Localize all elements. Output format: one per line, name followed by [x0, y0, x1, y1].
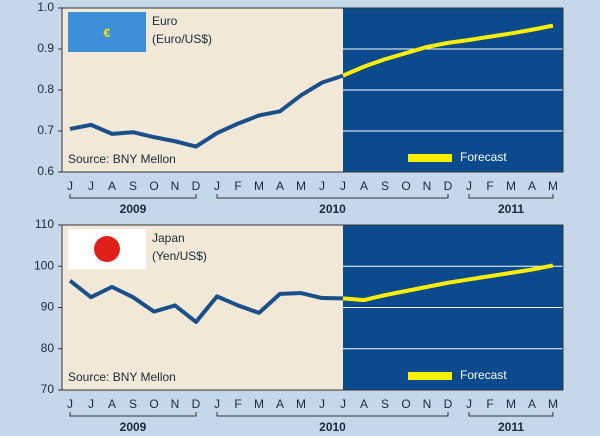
x-tick-label: J — [319, 397, 325, 411]
y-tick-label: 110 — [35, 217, 54, 231]
x-tick-label: J — [466, 179, 472, 193]
y-tick-label: 0.9 — [37, 41, 54, 55]
x-tick-label: N — [423, 179, 432, 193]
icon-box — [68, 12, 146, 52]
x-tick-label: A — [528, 397, 536, 411]
x-tick-label: O — [401, 397, 410, 411]
x-tick-label: J — [67, 179, 73, 193]
x-tick-label: S — [381, 179, 389, 193]
x-tick-label: F — [234, 397, 241, 411]
x-tick-label: J — [214, 179, 220, 193]
x-tick-label: M — [506, 179, 516, 193]
x-tick-label: S — [129, 397, 137, 411]
x-tick-label: N — [171, 397, 180, 411]
x-tick-label: S — [129, 179, 137, 193]
y-tick-label: 80 — [41, 341, 55, 355]
source: Source: BNY Mellon — [68, 370, 176, 384]
x-tick-label: S — [381, 397, 389, 411]
year-bracket — [216, 412, 449, 417]
chart-title: Japan — [152, 231, 185, 245]
series-line — [342, 23, 554, 78]
x-tick-label: J — [340, 397, 346, 411]
year-label: 2009 — [120, 420, 147, 434]
x-tick-label: A — [276, 179, 284, 193]
x-tick-label: N — [171, 179, 180, 193]
year-bracket — [468, 194, 554, 199]
legend-swatch — [408, 154, 452, 162]
source: Source: BNY Mellon — [68, 152, 176, 166]
x-tick-label: J — [67, 397, 73, 411]
x-tick-label: D — [192, 179, 201, 193]
x-tick-label: A — [108, 397, 116, 411]
x-tick-label: J — [88, 179, 94, 193]
series-line — [69, 73, 344, 149]
year-label: 2010 — [319, 202, 346, 216]
series-line — [68, 279, 344, 324]
y-tick-label: 90 — [41, 300, 55, 314]
legend-swatch — [408, 372, 452, 380]
year-bracket — [468, 412, 554, 417]
legend-label: Forecast — [460, 368, 507, 382]
year-label: 2009 — [120, 202, 147, 216]
x-tick-label: A — [528, 179, 536, 193]
y-tick-label: 0.7 — [37, 123, 54, 137]
x-tick-label: J — [340, 179, 346, 193]
x-tick-label: M — [506, 397, 516, 411]
x-tick-label: A — [108, 179, 116, 193]
year-bracket — [216, 194, 449, 199]
x-tick-label: M — [548, 179, 558, 193]
plot-border — [61, 224, 564, 391]
x-tick-label: M — [254, 179, 264, 193]
x-tick-label: A — [360, 179, 368, 193]
x-tick-label: M — [548, 397, 558, 411]
x-tick-label: F — [486, 397, 493, 411]
x-tick-label: J — [214, 397, 220, 411]
series-line — [342, 263, 554, 303]
chart-subtitle: (Yen/US$) — [152, 249, 207, 263]
x-tick-label: M — [296, 179, 306, 193]
x-tick-label: N — [423, 397, 432, 411]
x-tick-label: D — [444, 179, 453, 193]
x-tick-label: F — [234, 179, 241, 193]
x-tick-label: M — [296, 397, 306, 411]
plot-border — [61, 7, 564, 173]
x-tick-label: D — [444, 397, 453, 411]
y-tick-label: 0.8 — [37, 82, 54, 96]
chart-title: Euro — [152, 14, 178, 28]
year-bracket — [69, 412, 197, 417]
x-tick-label: D — [192, 397, 201, 411]
x-tick-label: J — [466, 397, 472, 411]
icon: € — [104, 26, 111, 40]
legend-label: Forecast — [460, 150, 507, 164]
y-tick-label: 0.6 — [37, 164, 54, 178]
x-tick-label: J — [88, 397, 94, 411]
year-bracket — [69, 194, 197, 199]
x-tick-label: J — [319, 179, 325, 193]
year-label: 2011 — [498, 420, 524, 434]
y-tick-label: 100 — [34, 258, 54, 272]
x-tick-label: A — [276, 397, 284, 411]
chart-subtitle: (Euro/US$) — [152, 32, 212, 46]
x-tick-label: F — [486, 179, 493, 193]
year-label: 2011 — [498, 202, 524, 216]
x-tick-label: M — [254, 397, 264, 411]
y-tick-label: 1.0 — [37, 0, 54, 14]
year-label: 2010 — [319, 420, 346, 434]
x-tick-label: A — [360, 397, 368, 411]
flag-disc — [94, 236, 120, 262]
x-tick-label: O — [149, 179, 158, 193]
x-tick-label: O — [401, 179, 410, 193]
x-tick-label: O — [149, 397, 158, 411]
y-tick-label: 70 — [41, 382, 55, 396]
